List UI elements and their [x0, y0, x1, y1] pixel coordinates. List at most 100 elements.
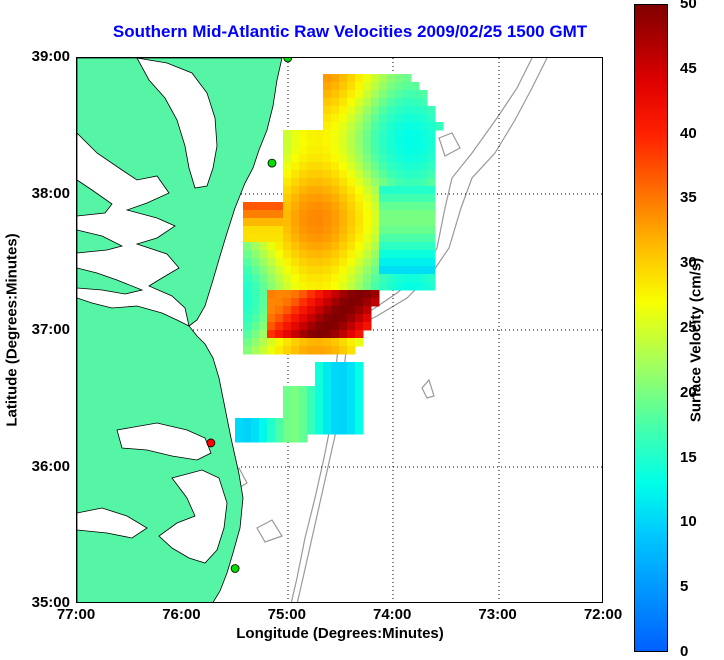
velocity-cell: [355, 410, 364, 419]
velocity-cell: [371, 226, 380, 235]
velocity-cell: [331, 162, 340, 171]
velocity-cell: [283, 402, 292, 411]
velocity-cell: [267, 290, 276, 299]
radar-station-marker[interactable]: [230, 564, 240, 573]
velocity-cell: [291, 146, 300, 155]
velocity-cell: [403, 154, 412, 163]
velocity-cell: [379, 218, 388, 227]
velocity-cell: [323, 298, 332, 307]
velocity-cell: [347, 426, 356, 435]
velocity-cell: [355, 210, 364, 219]
velocity-cell: [323, 186, 332, 195]
velocity-cell: [323, 138, 332, 147]
velocity-cell: [291, 434, 300, 443]
velocity-cell: [307, 426, 316, 435]
velocity-cell: [403, 170, 412, 179]
velocity-cell: [283, 218, 292, 227]
velocity-cell: [339, 130, 348, 139]
velocity-cell: [299, 154, 308, 163]
velocity-cell: [323, 362, 332, 371]
velocity-cell: [275, 330, 284, 339]
velocity-cell: [323, 282, 332, 291]
velocity-cell: [419, 218, 428, 227]
velocity-cell: [427, 234, 436, 243]
velocity-cell: [403, 106, 412, 115]
velocity-cell: [323, 106, 332, 115]
velocity-cell: [275, 346, 284, 355]
velocity-cell: [427, 130, 436, 139]
velocity-cell: [347, 386, 356, 395]
velocity-cell: [371, 178, 380, 187]
velocity-cell: [331, 226, 340, 235]
velocity-cell: [339, 266, 348, 275]
velocity-cell: [323, 178, 332, 187]
velocity-cell: [323, 410, 332, 419]
velocity-cell: [411, 154, 420, 163]
map-plot-area[interactable]: [76, 57, 603, 603]
velocity-cell: [331, 314, 340, 323]
velocity-cell: [315, 218, 324, 227]
radar-station-marker[interactable]: [267, 158, 277, 168]
velocity-cell: [315, 370, 324, 379]
velocity-cell: [291, 130, 300, 139]
velocity-cell: [347, 410, 356, 419]
velocity-cell: [363, 290, 372, 299]
radar-station-marker[interactable]: [206, 438, 216, 448]
map-title: Southern Mid-Atlantic Raw Velocities 200…: [112, 22, 588, 41]
velocity-cell: [299, 226, 308, 235]
velocity-cell: [379, 258, 388, 267]
velocity-cell: [315, 242, 324, 251]
velocity-cell: [355, 186, 364, 195]
velocity-cell: [403, 258, 412, 267]
velocity-cell: [251, 290, 260, 299]
colorbar-tick-label: 35: [680, 189, 697, 207]
velocity-cell: [331, 274, 340, 283]
velocity-cell: [403, 194, 412, 203]
velocity-cell: [411, 98, 420, 107]
velocity-cell: [307, 170, 316, 179]
velocity-cell: [419, 162, 428, 171]
velocity-cell: [315, 314, 324, 323]
velocity-cell: [323, 266, 332, 275]
velocity-cell: [331, 138, 340, 147]
velocity-cell: [411, 146, 420, 155]
velocity-cell: [355, 338, 364, 347]
velocity-cell: [323, 170, 332, 179]
velocity-cell: [275, 202, 284, 211]
velocity-cell: [299, 234, 308, 243]
velocity-cell: [323, 394, 332, 403]
velocity-cell: [419, 170, 428, 179]
velocity-cell: [347, 234, 356, 243]
velocity-cell: [307, 346, 316, 355]
velocity-cell: [411, 202, 420, 211]
velocity-cell: [251, 346, 260, 355]
velocity-cell: [331, 322, 340, 331]
velocity-cell: [411, 138, 420, 147]
velocity-cell: [307, 186, 316, 195]
colorbar: [634, 4, 668, 652]
velocity-cell: [363, 154, 372, 163]
velocity-cell: [299, 250, 308, 259]
colorbar-tick-label: 50: [680, 0, 697, 12]
velocity-cell: [419, 242, 428, 251]
velocity-cell: [307, 130, 316, 139]
velocity-cell: [355, 250, 364, 259]
velocity-cell: [323, 330, 332, 339]
velocity-cell: [395, 98, 404, 107]
velocity-cell: [339, 194, 348, 203]
velocity-cell: [379, 138, 388, 147]
velocity-cell: [243, 202, 252, 211]
velocity-cell: [419, 122, 428, 131]
velocity-cell: [371, 130, 380, 139]
velocity-cell: [291, 218, 300, 227]
velocity-cell: [315, 322, 324, 331]
velocity-cell: [331, 266, 340, 275]
velocity-cell: [339, 298, 348, 307]
velocity-cell: [283, 194, 292, 203]
velocity-cell: [259, 330, 268, 339]
radar-station-marker[interactable]: [283, 58, 293, 63]
velocity-cell: [291, 346, 300, 355]
velocity-cell: [275, 242, 284, 251]
velocity-cell: [299, 290, 308, 299]
velocity-cell: [387, 210, 396, 219]
